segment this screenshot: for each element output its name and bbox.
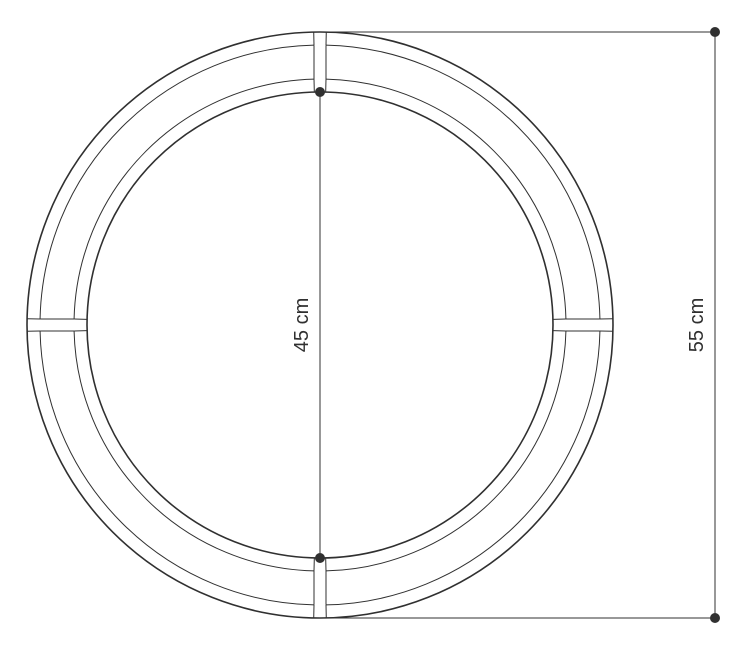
inner-lip-arc xyxy=(326,331,566,571)
outer-diameter-label: 55 cm xyxy=(686,298,708,352)
outer-lip-arc xyxy=(326,331,600,605)
dim-endpoint-dot xyxy=(710,613,720,623)
inner-diameter-label: 45 cm xyxy=(291,298,313,352)
dim-endpoint-dot xyxy=(315,553,325,563)
inner-lip-arc xyxy=(326,79,566,319)
dimension-diagram: 45 cm 55 cm xyxy=(0,0,736,656)
outer-lip-arc xyxy=(40,331,314,605)
outer-lip-arc xyxy=(326,45,600,319)
inner-lip-arc xyxy=(74,331,314,571)
inner-lip-arc xyxy=(74,79,314,319)
dim-endpoint-dot xyxy=(315,87,325,97)
outer-lip-arc xyxy=(40,45,314,319)
dim-endpoint-dot xyxy=(710,27,720,37)
